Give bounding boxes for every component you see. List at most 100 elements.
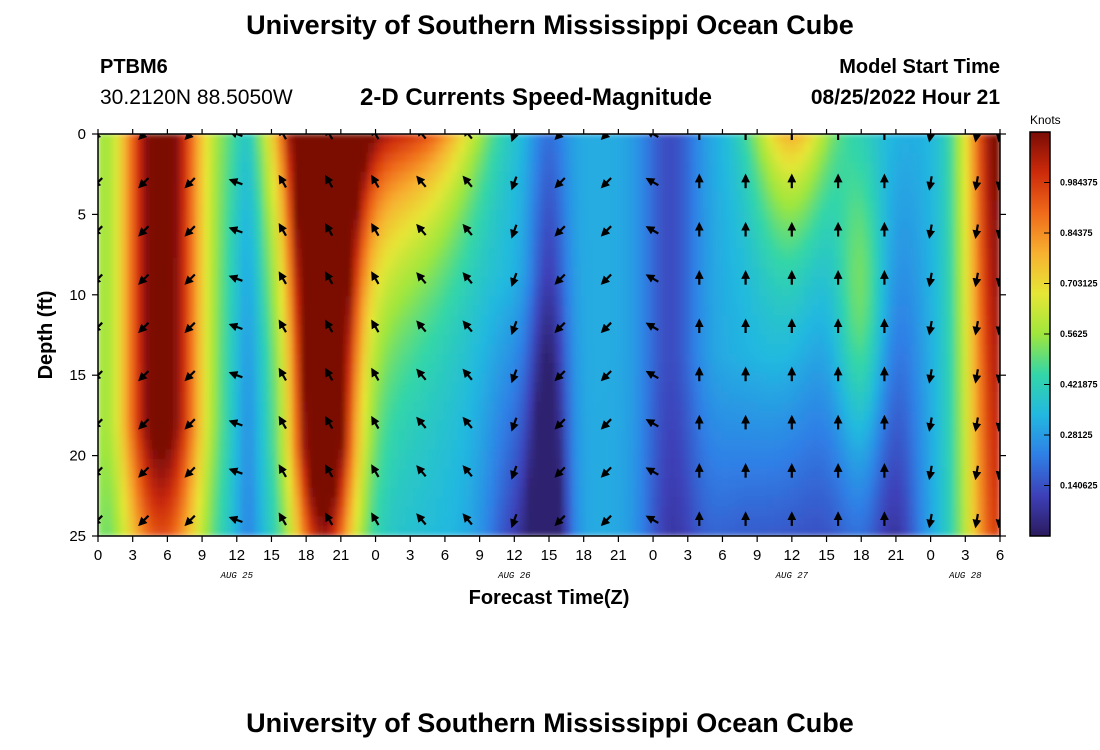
heatmap-cell bbox=[217, 439, 227, 451]
heatmap-cell bbox=[480, 430, 490, 441]
heatmap-cell bbox=[616, 411, 625, 422]
heatmap-cell bbox=[728, 401, 738, 413]
heatmap-cell bbox=[247, 248, 257, 259]
heatmap-cell bbox=[586, 171, 595, 183]
heatmap-cell bbox=[556, 411, 565, 422]
heatmap-cell bbox=[360, 324, 370, 336]
heatmap-cell bbox=[969, 315, 978, 326]
heatmap-cell bbox=[150, 324, 159, 336]
heatmap-cell bbox=[804, 497, 813, 508]
heatmap-cell bbox=[525, 420, 535, 432]
heatmap-cell bbox=[150, 200, 159, 212]
heatmap-cell bbox=[510, 449, 520, 460]
heatmap-cell bbox=[270, 286, 279, 298]
heatmap-cell bbox=[804, 190, 813, 202]
heatmap-cell bbox=[127, 305, 137, 317]
heatmap-cell bbox=[841, 324, 851, 336]
heatmap-cell bbox=[646, 391, 655, 403]
heatmap-cell bbox=[879, 286, 888, 298]
heatmap-cell bbox=[571, 143, 580, 154]
heatmap-cell bbox=[668, 497, 678, 508]
heatmap-cell bbox=[232, 152, 242, 164]
heatmap-cell bbox=[98, 401, 107, 413]
heatmap-cell bbox=[796, 487, 806, 499]
heatmap-cell bbox=[307, 190, 317, 202]
heatmap-cell bbox=[232, 286, 242, 298]
heatmap-cell bbox=[766, 171, 775, 183]
heatmap-cell bbox=[676, 516, 685, 527]
heatmap-cell bbox=[202, 238, 212, 250]
heatmap-cell bbox=[646, 411, 655, 422]
heatmap-cell bbox=[473, 134, 482, 145]
heatmap-cell bbox=[187, 248, 197, 259]
heatmap-cell bbox=[736, 229, 745, 240]
heatmap-cell bbox=[420, 449, 430, 460]
heatmap-cell bbox=[390, 382, 400, 393]
heatmap-cell bbox=[826, 391, 836, 403]
heatmap-cell bbox=[292, 468, 302, 480]
heatmap-cell bbox=[804, 143, 813, 154]
heatmap-cell bbox=[217, 296, 227, 307]
heatmap-cell bbox=[232, 219, 242, 231]
heatmap-cell bbox=[225, 497, 234, 508]
heatmap-cell bbox=[668, 430, 678, 441]
heatmap-cell bbox=[548, 248, 558, 259]
heatmap-cell bbox=[518, 506, 527, 518]
heatmap-cell bbox=[743, 334, 753, 346]
heatmap-cell bbox=[789, 143, 798, 154]
heatmap-cell bbox=[586, 478, 595, 489]
heatmap-cell bbox=[450, 391, 460, 403]
heatmap-cell bbox=[804, 267, 813, 279]
heatmap-cell bbox=[668, 171, 678, 183]
heatmap-cell bbox=[976, 382, 986, 393]
heatmap-cell bbox=[127, 315, 137, 326]
heatmap-cell bbox=[240, 516, 249, 527]
heatmap-cell bbox=[255, 238, 264, 250]
heatmap-cell bbox=[946, 458, 956, 470]
heatmap-cell bbox=[180, 190, 189, 202]
heatmap-cell bbox=[390, 363, 400, 374]
heatmap-cell bbox=[323, 391, 332, 403]
heatmap-cell bbox=[728, 229, 738, 240]
heatmap-cell bbox=[743, 305, 753, 317]
heatmap-cell bbox=[180, 449, 189, 460]
heatmap-cell bbox=[751, 134, 760, 145]
heatmap-cell bbox=[864, 382, 873, 393]
heatmap-cell bbox=[728, 506, 738, 518]
heatmap-cell bbox=[127, 516, 137, 527]
heatmap-cell bbox=[683, 324, 693, 336]
heatmap-cell bbox=[375, 334, 385, 346]
heatmap-cell bbox=[616, 152, 625, 164]
heatmap-cell bbox=[901, 181, 911, 192]
heatmap-cell bbox=[338, 315, 347, 326]
heatmap-cell bbox=[563, 200, 573, 212]
heatmap-cell bbox=[435, 334, 445, 346]
heatmap-cell bbox=[277, 497, 287, 508]
heatmap-cell bbox=[540, 277, 550, 288]
heatmap-cell bbox=[646, 286, 655, 298]
heatmap-cell bbox=[841, 238, 851, 250]
heatmap-cell bbox=[413, 344, 422, 355]
heatmap-cell bbox=[909, 296, 918, 307]
heatmap-cell bbox=[540, 171, 550, 183]
heatmap-cell bbox=[142, 478, 152, 489]
heatmap-cell bbox=[225, 353, 234, 365]
heatmap-cell bbox=[540, 363, 550, 374]
heatmap-cell bbox=[901, 219, 911, 231]
heatmap-cell bbox=[819, 162, 828, 173]
heatmap-cell bbox=[360, 372, 370, 384]
heatmap-cell bbox=[270, 296, 279, 307]
heatmap-cell bbox=[864, 267, 873, 279]
heatmap-cell bbox=[495, 487, 505, 499]
heatmap-cell bbox=[307, 229, 317, 240]
heatmap-cell bbox=[811, 181, 821, 192]
heatmap-cell bbox=[969, 152, 978, 164]
heatmap-cell bbox=[195, 200, 204, 212]
heatmap-cell bbox=[721, 162, 730, 173]
heatmap-cell bbox=[458, 210, 467, 221]
heatmap-cell bbox=[330, 324, 340, 336]
heatmap-cell bbox=[165, 200, 174, 212]
heatmap-cell bbox=[646, 487, 655, 499]
heatmap-cell bbox=[330, 449, 340, 460]
heatmap-cell bbox=[503, 420, 512, 432]
